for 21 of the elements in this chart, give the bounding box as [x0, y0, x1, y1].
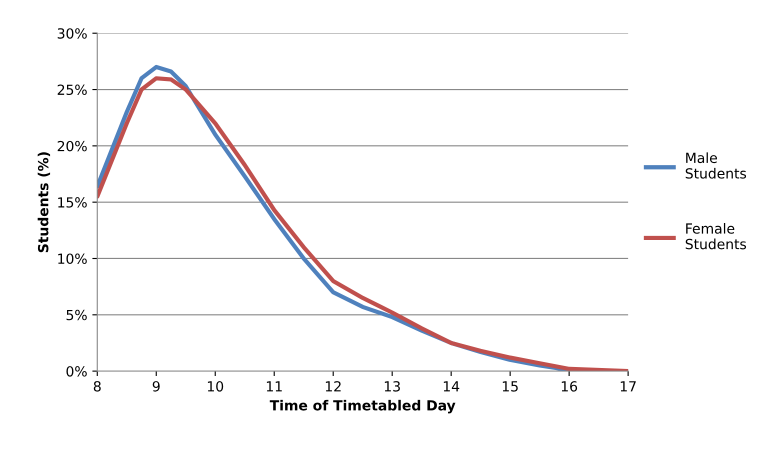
legend-label: Male Students — [686, 152, 746, 179]
y-axis-title: Students (%) — [38, 152, 50, 252]
y-tick-label: 30% — [58, 28, 87, 39]
x-tick-label: 12 — [326, 381, 341, 392]
y-tick-label: 15% — [58, 197, 87, 208]
x-tick-label: 8 — [94, 381, 101, 392]
x-tick-label: 15 — [502, 381, 518, 392]
x-tick-label: 11 — [266, 381, 282, 392]
y-tick-label: 25% — [58, 84, 87, 96]
x-axis-title: Time of Timetabled Day — [270, 400, 456, 414]
x-tick-label: 16 — [562, 381, 578, 392]
y-tick-label: 0% — [66, 366, 87, 377]
x-tick-label: 14 — [444, 381, 460, 392]
y-tick-label: 5% — [66, 310, 87, 320]
y-tick-label: 10% — [58, 253, 87, 264]
legend-label: Female Students — [686, 223, 746, 250]
y-tick-label: 20% — [58, 140, 87, 152]
x-tick-label: 17 — [620, 381, 636, 392]
x-tick-label: 10 — [208, 381, 224, 392]
x-tick-label: 13 — [384, 381, 400, 392]
x-tick-label: 9 — [152, 381, 160, 392]
